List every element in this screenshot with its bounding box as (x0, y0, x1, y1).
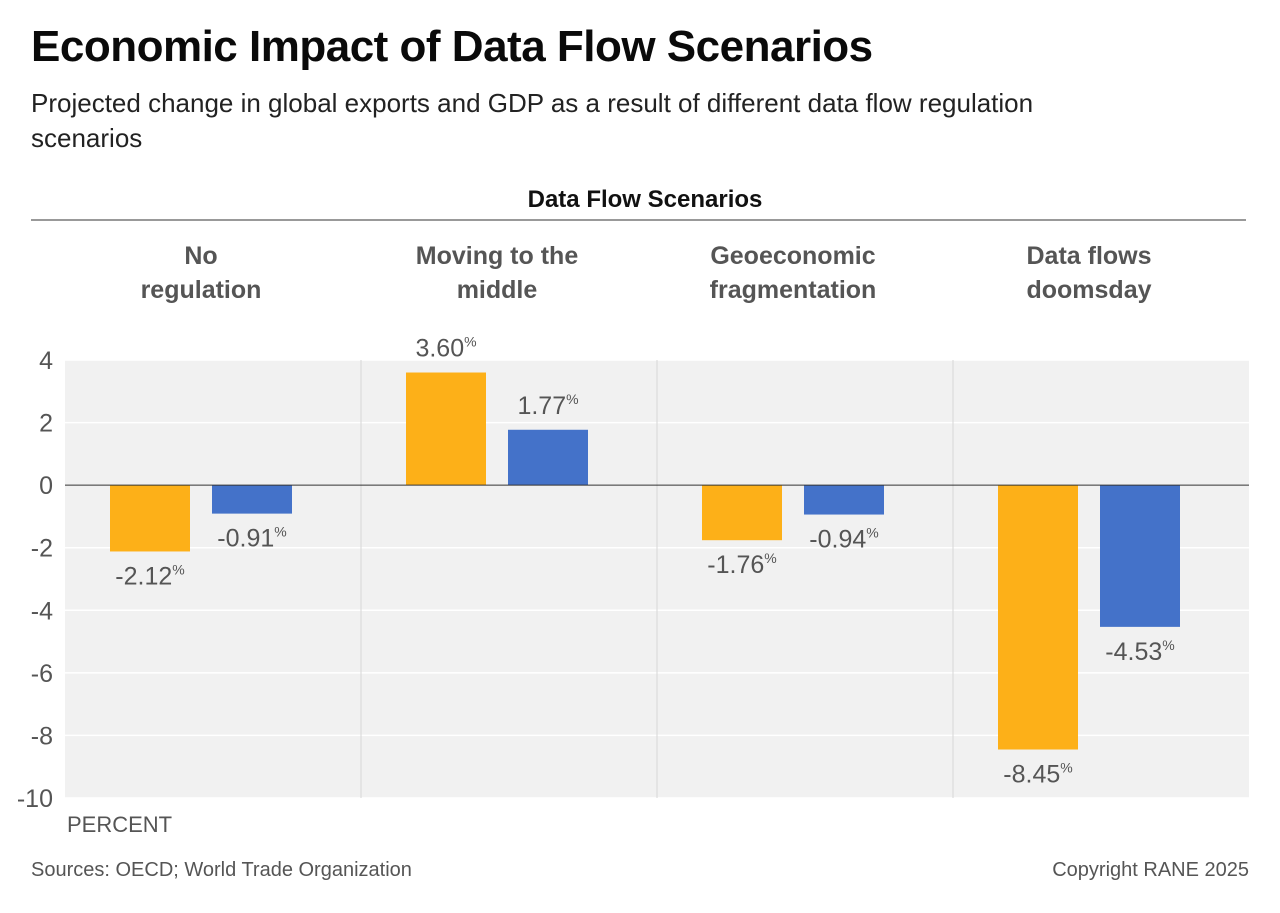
chart-title: Economic Impact of Data Flow Scenarios (31, 22, 873, 71)
bars (110, 372, 1180, 750)
y-tick-label: -10 (17, 785, 53, 813)
data-label: -4.53% (1105, 637, 1174, 666)
data-label: -0.94% (809, 525, 878, 554)
bar (212, 485, 292, 514)
data-label-value: 3.60 (415, 335, 464, 363)
percent-suffix: % (1162, 637, 1174, 653)
data-label: 3.60% (415, 334, 476, 363)
chart-subtitle: Projected change in global exports and G… (31, 88, 1034, 153)
data-label-value: -0.91 (217, 525, 274, 553)
percent-suffix: % (866, 525, 878, 541)
bar (406, 372, 486, 486)
data-label: -0.91% (217, 524, 286, 553)
percent-suffix: % (566, 391, 578, 407)
y-tick-label: 0 (39, 472, 53, 500)
bar (702, 485, 782, 541)
y-tick-label: -2 (31, 535, 53, 563)
data-label: -8.45% (1003, 760, 1072, 789)
data-label-value: -1.76 (707, 551, 764, 579)
category-label: regulation (141, 276, 262, 304)
category-label: No (184, 242, 217, 270)
y-tick-label: 2 (39, 410, 53, 438)
y-axis-ticks: 4 2 0 -2 -4 -6 -8 -10 (17, 347, 53, 813)
y-tick-label: -6 (31, 660, 53, 688)
data-labels: -2.12%-0.91%3.60%1.77%-1.76%-0.94%-8.45%… (115, 334, 1174, 789)
y-tick-label: 4 (39, 347, 53, 375)
data-label: 1.77% (517, 391, 578, 420)
bar (1100, 485, 1180, 627)
data-label-value: -0.94 (809, 526, 866, 554)
percent-suffix: % (274, 524, 286, 540)
bar (998, 485, 1078, 750)
category-label: doomsday (1026, 276, 1151, 304)
data-label-value: -8.45 (1003, 761, 1060, 789)
category-label: middle (457, 276, 538, 304)
y-tick-label: -8 (31, 722, 53, 750)
percent-suffix: % (764, 550, 776, 566)
category-labels: No regulation Moving to the middle Geoeconom… (141, 242, 1152, 304)
bar (110, 485, 190, 552)
copyright-text: Copyright RANE 2025 (1052, 859, 1249, 881)
percent-suffix: % (1060, 760, 1072, 776)
y-tick-label: -4 (31, 597, 53, 625)
data-label-value: 1.77 (517, 392, 566, 420)
category-label: Geoeconomic (710, 242, 875, 270)
sources-text: Sources: OECD; World Trade Organization (31, 859, 412, 881)
percent-suffix: % (172, 561, 184, 577)
data-label-value: -2.12 (115, 562, 172, 590)
percent-suffix: % (464, 334, 476, 350)
data-label: -2.12% (115, 561, 184, 590)
bar (508, 429, 588, 486)
category-label: Moving to the (416, 242, 579, 270)
category-label: fragmentation (710, 276, 877, 304)
data-label: -1.76% (707, 550, 776, 579)
y-axis-label: PERCENT (67, 812, 172, 837)
data-label-value: -4.53 (1105, 638, 1162, 666)
category-label: Data flows (1026, 242, 1151, 270)
bar (804, 485, 884, 515)
category-dividers (360, 360, 954, 798)
group-header: Data Flow Scenarios (528, 186, 763, 213)
